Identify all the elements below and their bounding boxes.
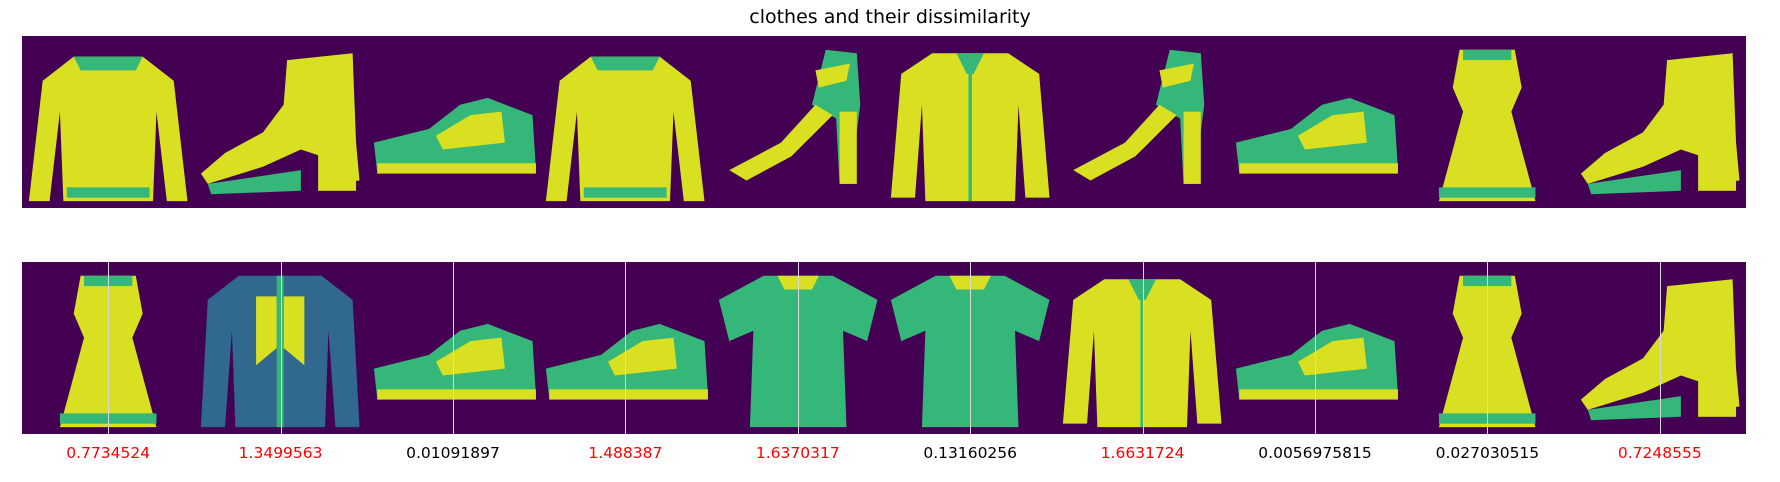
x-tick-line: [1315, 262, 1316, 434]
x-tick-line: [625, 262, 627, 434]
x-tick-line: [970, 262, 972, 434]
x-tick-line: [1142, 262, 1144, 434]
dress-icon: [1401, 262, 1573, 434]
x-tick-line: [453, 262, 454, 434]
sandal-icon: [1056, 36, 1228, 208]
dissimilarity-score: 0.13160256: [923, 444, 1018, 462]
shirt-icon: [1056, 262, 1228, 434]
shirt-icon: [884, 36, 1056, 208]
ankle-boot-icon: [1574, 36, 1746, 208]
pullover-icon: [22, 36, 194, 208]
top-image-strip: [22, 36, 1746, 208]
dissimilarity-score: 0.7734524: [66, 444, 151, 462]
sneaker-icon: [539, 262, 711, 434]
bottom-image-strip: [22, 262, 1746, 434]
dissimilarity-score: 0.027030515: [1435, 444, 1540, 462]
dissimilarity-score: 1.488387: [588, 444, 663, 462]
dissimilarity-score: 1.6631724: [1100, 444, 1185, 462]
ankle-boot-icon: [1574, 262, 1746, 434]
sneaker-icon: [1229, 262, 1401, 434]
dissimilarity-score: 0.01091897: [406, 444, 500, 462]
dissimilarity-score: 0.0056975815: [1258, 444, 1372, 462]
x-tick-line: [1659, 262, 1661, 434]
dissimilarity-score: 1.3499563: [238, 444, 323, 462]
tshirt-icon: [712, 262, 884, 434]
x-tick-line: [797, 262, 799, 434]
sandal-icon: [712, 36, 884, 208]
sneaker-icon: [1229, 36, 1401, 208]
dress-icon: [1401, 36, 1573, 208]
pullover-icon: [539, 36, 711, 208]
sneaker-icon: [367, 36, 539, 208]
sneaker-icon: [367, 262, 539, 434]
x-tick-line: [280, 262, 282, 434]
x-tick-line: [1487, 262, 1489, 434]
x-tick-line: [108, 262, 110, 434]
dissimilarity-score: 0.7248555: [1617, 444, 1702, 462]
dissimilarity-score: 1.6370317: [755, 444, 840, 462]
ankle-boot-icon: [194, 36, 366, 208]
chart-title: clothes and their dissimilarity: [749, 6, 1031, 28]
coat-icon: [194, 262, 366, 434]
